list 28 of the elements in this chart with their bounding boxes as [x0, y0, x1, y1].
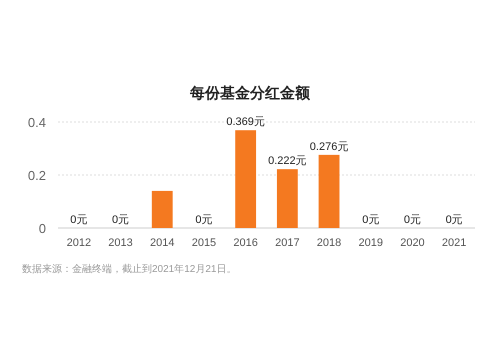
x-tick-label: 2019	[358, 237, 383, 249]
source-note: 数据来源：金融终端，截止到2021年12月21日。	[22, 263, 236, 275]
bar	[318, 154, 340, 228]
data-label: 0元	[362, 214, 380, 226]
x-tick-label: 2018	[316, 237, 342, 249]
y-tick-label: 0	[38, 221, 46, 236]
data-label: 0元	[404, 214, 422, 226]
data-label: 0元	[195, 214, 213, 226]
x-tick-label: 2012	[66, 237, 92, 249]
data-label: 0元	[112, 214, 130, 226]
x-tick-label: 2021	[442, 237, 466, 249]
bar	[235, 130, 256, 228]
y-tick-label: 0.4	[28, 115, 46, 130]
y-tick-label: 0.2	[28, 168, 46, 183]
x-tick-label: 2017	[275, 237, 300, 249]
data-label: 0.276元	[310, 140, 348, 153]
chart-title: 每份基金分红金额	[189, 84, 311, 102]
data-label: 0元	[70, 214, 88, 226]
x-tick-label: 2015	[192, 237, 216, 249]
data-label: 0.222元	[268, 155, 307, 168]
bar	[276, 169, 298, 228]
x-tick-label: 2013	[108, 237, 133, 249]
data-label: 0元	[446, 214, 463, 226]
x-tick-label: 2016	[233, 237, 258, 249]
bar	[152, 190, 173, 228]
x-tick-label: 2020	[400, 237, 425, 249]
x-tick-label: 2014	[150, 237, 174, 249]
data-label: 0.369元	[226, 116, 265, 128]
